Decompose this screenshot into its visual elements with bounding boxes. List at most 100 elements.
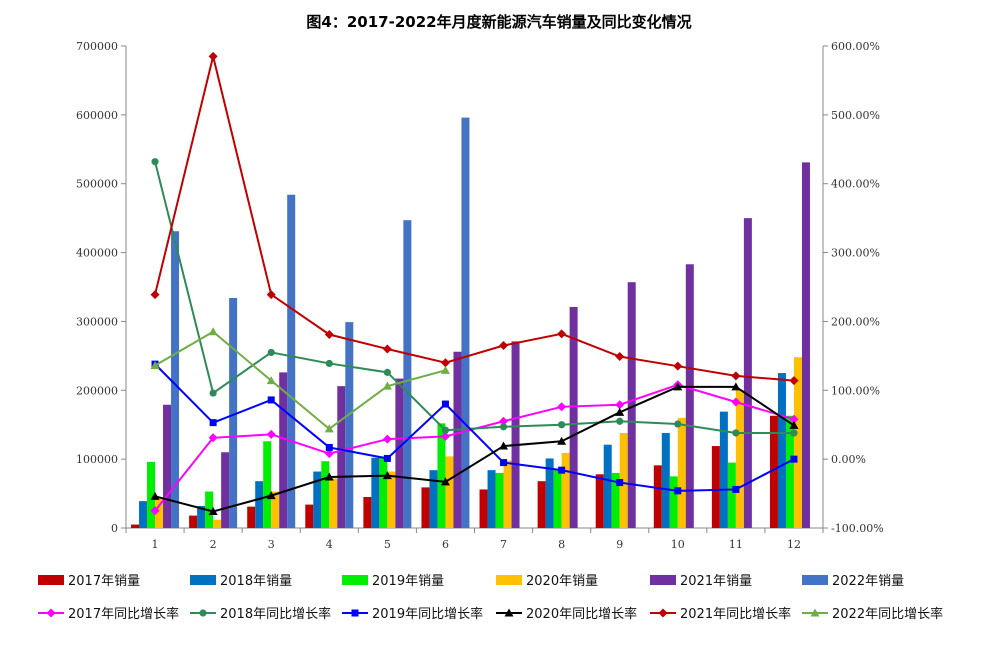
y-left-tick-label: 200000	[76, 384, 118, 397]
data-point	[441, 426, 450, 434]
data-point	[150, 491, 160, 500]
y-right-tick-label: 0.00%	[831, 453, 866, 466]
legend-label: 2019年同比增长率	[372, 606, 483, 622]
y-right-tick-label: -100.00%	[831, 522, 884, 535]
bar	[305, 504, 314, 528]
data-point	[504, 608, 514, 617]
bar	[793, 357, 802, 528]
legend-swatch	[190, 575, 216, 585]
y-left-tick-label: 400000	[76, 247, 118, 260]
data-point	[731, 371, 741, 381]
data-point	[150, 290, 160, 300]
bar	[719, 411, 728, 528]
y-left-tick-label: 700000	[76, 40, 118, 53]
y-left-tick-label: 300000	[76, 315, 118, 328]
data-point	[382, 471, 392, 480]
bar	[147, 461, 156, 528]
data-point	[732, 485, 740, 493]
bar	[371, 457, 380, 528]
series-line	[154, 330, 446, 431]
bar	[345, 322, 354, 528]
data-point	[499, 341, 509, 351]
data-point	[674, 487, 682, 495]
bar	[653, 465, 662, 528]
data-point	[208, 327, 218, 336]
bar	[313, 471, 322, 528]
data-point	[615, 400, 625, 410]
bar	[461, 117, 470, 529]
series-line	[154, 363, 795, 492]
data-point	[658, 608, 668, 618]
bar	[213, 519, 222, 528]
legend-label: 2021年同比增长率	[680, 606, 791, 622]
bar	[669, 476, 678, 528]
data-point	[616, 417, 624, 425]
data-point	[266, 429, 276, 439]
data-point	[789, 376, 799, 386]
data-point	[789, 420, 799, 429]
bar	[487, 470, 496, 528]
data-point	[789, 414, 799, 424]
data-point	[209, 389, 217, 397]
bar	[727, 462, 736, 528]
bar	[221, 452, 230, 528]
data-point	[208, 433, 218, 443]
x-axis: 1 2 3 4 5 6 7 8 9 10 11 12	[125, 527, 824, 551]
bar	[171, 231, 180, 528]
y-right-tick-label: 600.00%	[831, 40, 880, 53]
data-point	[150, 506, 160, 516]
data-point	[557, 436, 567, 445]
legend-label: 2018年销量	[220, 574, 292, 589]
data-point	[325, 359, 333, 368]
bar	[711, 446, 720, 528]
x-tick-label: 9	[616, 538, 623, 551]
data-point	[440, 431, 450, 441]
bar	[453, 351, 462, 528]
legend-swatch	[802, 575, 828, 585]
bar	[429, 470, 438, 528]
data-point	[440, 477, 450, 486]
x-tick-label: 6	[442, 538, 449, 551]
bar	[189, 515, 198, 528]
bar	[263, 441, 272, 528]
data-point	[499, 441, 509, 450]
bar	[569, 306, 578, 528]
data-point	[558, 466, 566, 474]
x-tick-label: 2	[210, 538, 217, 551]
bar	[603, 444, 612, 528]
legend: 2017年销量 2018年销量 2019年销量 2020年销量 2021年销量 2022年…	[38, 574, 943, 622]
data-point	[383, 454, 391, 462]
series-line	[154, 383, 795, 512]
legend-label: 2018年同比增长率	[220, 606, 331, 622]
data-point	[266, 376, 276, 385]
data-point	[150, 360, 160, 369]
legend-label: 2021年销量	[680, 574, 752, 589]
bar	[437, 423, 446, 528]
bar	[379, 456, 388, 528]
legend-label: 2017年同比增长率	[68, 606, 179, 622]
data-point	[499, 423, 508, 431]
data-point	[151, 158, 159, 166]
data-point	[732, 429, 740, 437]
legend-swatch	[38, 575, 64, 585]
x-tick-label: 8	[558, 538, 565, 551]
y-right-tick-label: 200.00%	[831, 315, 880, 328]
bar	[395, 378, 404, 528]
y-left-tick-label: 0	[111, 522, 118, 535]
bar	[619, 432, 628, 528]
legend-label: 2022年同比增长率	[832, 606, 943, 622]
data-point	[616, 479, 624, 487]
bar	[279, 372, 288, 528]
bar	[387, 471, 396, 528]
data-point	[199, 609, 207, 617]
data-point	[324, 472, 334, 481]
x-tick-label: 10	[671, 538, 685, 551]
series-line	[154, 385, 795, 513]
bar	[627, 282, 636, 528]
y-left-tick-label: 100000	[76, 453, 118, 466]
data-point	[208, 51, 218, 61]
data-point	[325, 443, 333, 451]
bar	[197, 505, 206, 528]
bar	[661, 432, 670, 528]
bars	[131, 117, 810, 529]
